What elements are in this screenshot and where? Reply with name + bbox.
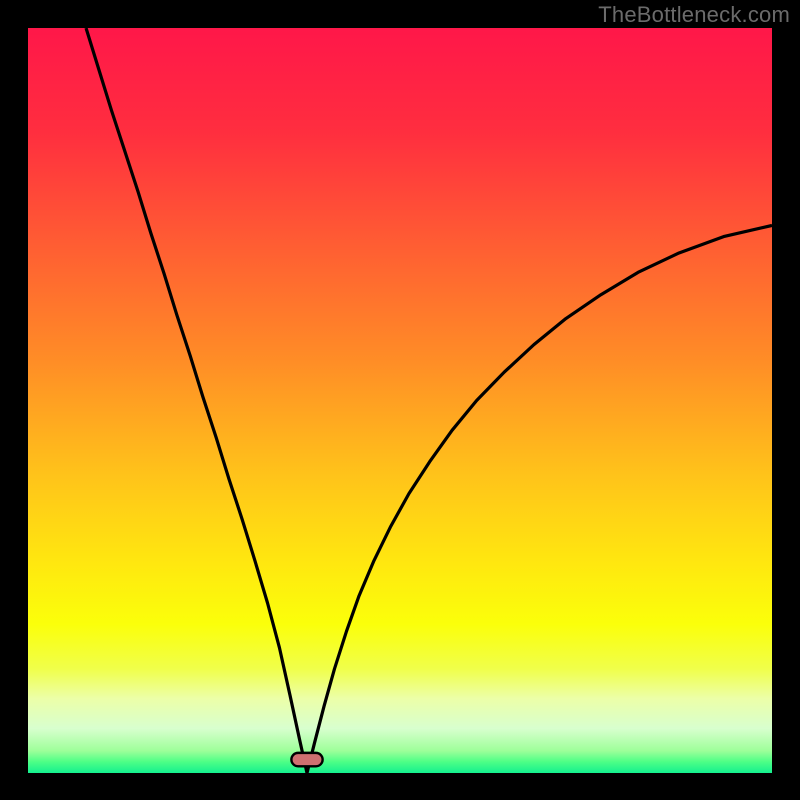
minimum-marker [291, 753, 322, 766]
plot-background [28, 28, 772, 773]
chart-frame: TheBottleneck.com [0, 0, 800, 800]
watermark-text: TheBottleneck.com [598, 2, 790, 28]
bottleneck-chart [28, 28, 772, 773]
